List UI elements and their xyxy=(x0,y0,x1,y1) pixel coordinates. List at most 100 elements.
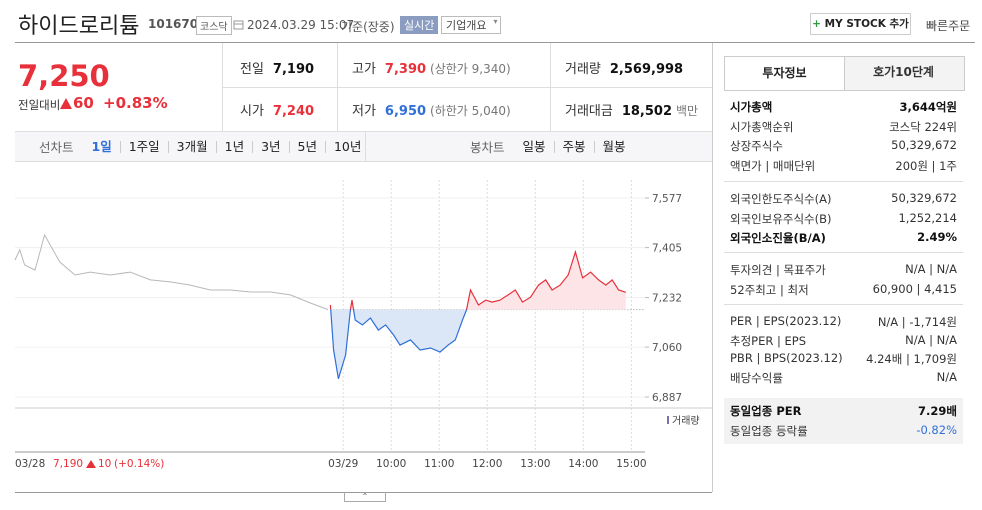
period-button[interactable]: 5년 xyxy=(288,140,325,153)
tab-active[interactable]: 투자정보 xyxy=(724,56,845,90)
side-row: 동일업종 PER 7.29배 xyxy=(730,403,957,419)
side-row: 시가총액순위 코스닥 224위 xyxy=(730,119,957,135)
side-row: 52주최고 | 최저 60,900 | 4,415 xyxy=(730,282,957,298)
y-tick-label: 7,577 xyxy=(652,193,682,205)
side-value: 3,644억원 xyxy=(899,100,957,114)
quick-order[interactable]: 빠른주문 xyxy=(926,19,971,33)
side-row: 외국인보유주식수(B) 1,252,214 xyxy=(730,211,957,227)
side-label: 배당수익률 xyxy=(730,370,783,385)
side-value: N/A xyxy=(936,369,957,384)
industry-box xyxy=(724,398,963,444)
mystock-button[interactable]: + MY STOCK 추가 xyxy=(810,13,911,35)
chart-toolbar: 선차트 1일 1주일 3개월 1년 3년 5년 10년 봉차트 일봉 주봉 월봉 xyxy=(15,131,712,162)
up-arrow xyxy=(60,98,72,109)
side-value: 4.24배 | 1,709원 xyxy=(866,352,957,366)
divider xyxy=(222,87,712,88)
side-value: N/A | -1,714원 xyxy=(877,315,957,329)
volume-legend-icon xyxy=(667,416,669,424)
calendar-icon xyxy=(233,20,244,30)
x-tick-label: 13:00 xyxy=(520,458,550,470)
side-label: 외국인한도주식수(A) xyxy=(730,192,832,206)
summary-value: 7,390 xyxy=(384,62,427,77)
summary-cell: 전일 7,190 xyxy=(240,58,314,77)
side-row: PER | EPS(2023.12) N/A | -1,714원 xyxy=(730,314,957,330)
side-row: 액면가 | 매매단위 200원 | 1주 xyxy=(730,158,957,174)
side-label: 외국인소진율(B/A) xyxy=(730,231,826,245)
volume-legend: 거래량 xyxy=(672,415,700,427)
period-button[interactable]: 3년 xyxy=(252,140,288,153)
side-value: 50,329,672 xyxy=(891,138,957,152)
summary-note: (상한가 9,340) xyxy=(430,62,511,76)
summary-value: 2,569,998 xyxy=(609,62,684,77)
side-value: 코스닥 224위 xyxy=(889,119,957,134)
period-button[interactable]: 1일 xyxy=(91,138,112,154)
summary-label: 고가 xyxy=(352,62,376,77)
side-label: PBR | BPS(2023.12) xyxy=(730,351,843,365)
summary-label: 저가 xyxy=(352,104,376,119)
period-button[interactable]: 월봉 xyxy=(593,140,634,153)
y-tick-label: 6,887 xyxy=(652,392,682,404)
tab[interactable]: 호가10단계 xyxy=(873,65,934,79)
summary-label: 거래대금 xyxy=(565,104,613,119)
summary-cell: 거래량 2,569,998 xyxy=(565,58,683,77)
side-row: 추정PER | EPS N/A | N/A xyxy=(730,333,957,349)
side-label: 외국인보유주식수(B) xyxy=(730,211,832,226)
side-row: 투자의견 | 목표주가 N/A | N/A xyxy=(730,262,957,278)
overview-button[interactable]: 기업개요 ▾ xyxy=(441,16,502,34)
prev-change: 10 xyxy=(98,458,111,470)
side-row: 외국인소진율(B/A) 2.49% xyxy=(730,230,957,246)
price-line-previous xyxy=(14,233,329,311)
footer-rule xyxy=(15,492,712,493)
market-badge: 코스닥 xyxy=(196,16,232,35)
side-label: PER | EPS(2023.12) xyxy=(730,314,842,328)
price-area xyxy=(330,251,626,379)
side-label: 52주최고 | 최저 xyxy=(730,282,809,297)
period-button[interactable]: 일봉 xyxy=(522,138,546,154)
side-value: 50,329,672 xyxy=(891,191,957,205)
side-label: 상장주식수 xyxy=(730,139,783,153)
side-label: 액면가 | 매매단위 xyxy=(730,158,816,173)
summary-note: (하한가 5,040) xyxy=(430,104,511,118)
collapse-button[interactable]: ⌃ xyxy=(344,492,386,502)
summary-cell: 고가 7,390 (상한가 9,340) xyxy=(352,58,511,77)
summary-cell: 거래대금 18,502 백만 xyxy=(565,100,698,119)
x-tick-label: 10:00 xyxy=(376,458,406,470)
mystock-text: MY STOCK 추가 xyxy=(824,18,909,30)
change: 60 xyxy=(73,94,94,112)
side-value: 200원 | 1주 xyxy=(895,158,957,173)
side-row: 시가총액 3,644억원 xyxy=(730,99,957,115)
y-tick-label: 7,060 xyxy=(652,342,682,354)
side-value: 60,900 | 4,415 xyxy=(872,281,957,296)
side-value: 1,252,214 xyxy=(898,210,957,225)
side-label: 동일업종 PER xyxy=(730,404,802,418)
divider xyxy=(365,132,366,161)
summary-value: 6,950 xyxy=(384,104,427,119)
basis: 기준(장중) xyxy=(341,20,395,34)
period-button[interactable]: 1주일 xyxy=(119,140,168,153)
period-button[interactable]: 주봉 xyxy=(553,140,594,153)
summary-label: 전일 xyxy=(240,62,264,77)
stock-name: 하이드로리튬 xyxy=(18,14,140,39)
candle-chart-label: 봉차트 xyxy=(470,140,505,155)
x-tick-label: 12:00 xyxy=(472,458,502,470)
current-price: 7,250 xyxy=(18,59,110,93)
summary-value: 7,190 xyxy=(272,62,315,77)
side-label: 동일업종 등락률 xyxy=(730,424,808,438)
side-value: N/A | N/A xyxy=(905,332,957,347)
period-button[interactable]: 3개월 xyxy=(167,140,216,153)
x-tick-label: 15:00 xyxy=(616,458,646,470)
period-button[interactable]: 10년 xyxy=(324,140,369,153)
x-tick-label: 14:00 xyxy=(568,458,598,470)
realtime-button[interactable]: 실시간 xyxy=(400,16,439,34)
summary-note: 백만 xyxy=(676,104,699,118)
line-chart-label: 선차트 xyxy=(39,140,74,155)
summary-cell: 시가 7,240 xyxy=(240,100,314,119)
side-label: 투자의견 | 목표주가 xyxy=(730,263,826,277)
divider xyxy=(712,43,713,492)
prev-close: 7,190 xyxy=(53,458,83,470)
change-rate: +0.83% xyxy=(103,94,168,112)
side-row: 동일업종 등락률 -0.82% xyxy=(730,423,957,439)
period-button[interactable]: 1년 xyxy=(215,140,252,153)
summary-label: 거래량 xyxy=(565,62,601,77)
change-label: 전일대비 xyxy=(18,98,61,112)
